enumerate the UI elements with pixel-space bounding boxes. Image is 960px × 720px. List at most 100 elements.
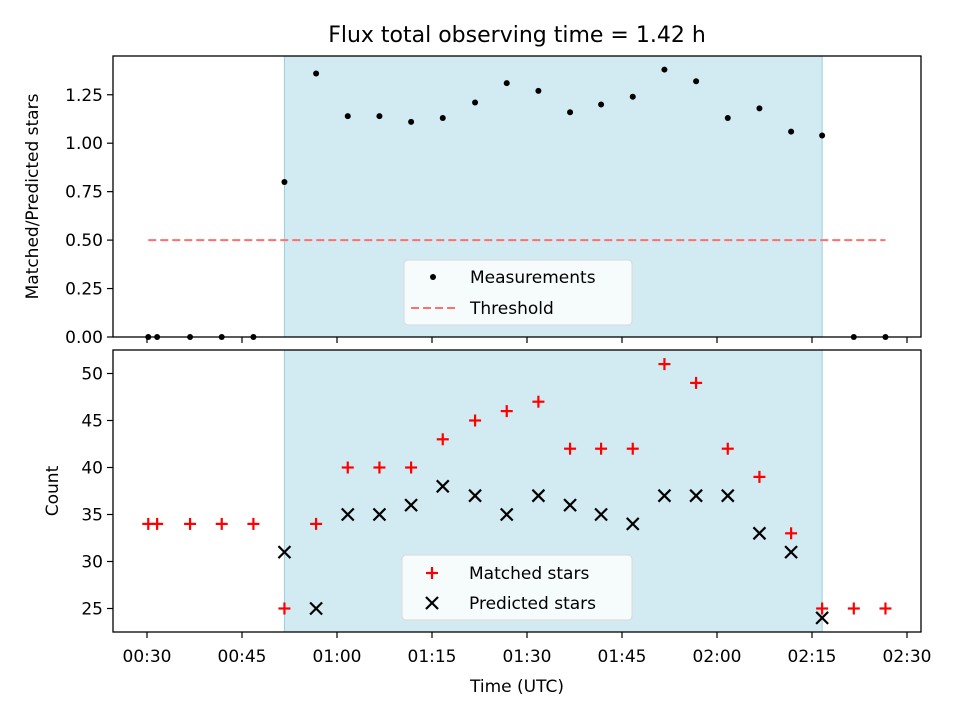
bottom-xtick-label: 01:45	[598, 647, 647, 667]
legend-measurement-marker	[430, 274, 436, 280]
predicted-marker-b	[468, 488, 482, 503]
bottom-ytick-label: 40	[81, 459, 103, 479]
x-axis-label: Time (UTC)	[469, 677, 564, 697]
predicted-star-marker	[720, 488, 735, 503]
bottom-x-ticks: 00:30 00:45 01:00 01:15 01:30 01:45 02:00 02:15…	[123, 632, 932, 667]
top-panel: 0.00 0.25 0.50 0.75 1.00 1.25 Matched/Predict…	[23, 55, 922, 348]
top-axes-frame	[112, 55, 922, 338]
matched-star-marker	[278, 602, 291, 615]
bottom-legend-box	[401, 554, 633, 621]
bottom-ytick-label: 35	[81, 506, 103, 526]
measurement-point	[439, 115, 446, 122]
bottom-xtick-label: 00:45	[218, 647, 267, 667]
predicted-marker-b	[689, 488, 703, 503]
matched-star-marker	[215, 517, 228, 530]
bottom-ytick-label: 25	[81, 600, 103, 620]
bottom-ytick-label: 45	[81, 412, 103, 432]
measurement-point	[376, 113, 383, 120]
predicted-star-marker	[531, 488, 546, 503]
predicted-star-marker	[563, 498, 577, 512]
predicted-star-marker	[435, 479, 450, 494]
top-ytick-label: 0.50	[65, 231, 103, 251]
matched-star-marker	[595, 442, 608, 455]
predicted-marker-b	[309, 601, 323, 616]
top-y-ticks: 0.00 0.25 0.50 0.75 1.00 1.25	[65, 86, 113, 348]
matched-star-marker	[469, 414, 482, 427]
matched-star-marker	[564, 442, 577, 455]
predicted-star-marker	[372, 507, 387, 522]
predicted-star-marker	[594, 507, 608, 522]
matched-star-marker	[785, 527, 798, 540]
matched-star-marker	[500, 405, 513, 418]
top-ytick-label: 0.75	[65, 183, 103, 203]
bottom-axes-frame	[112, 349, 922, 633]
predicted-star-marker	[309, 601, 323, 616]
matched-star-marker	[341, 461, 354, 474]
predicted-star-marker	[752, 526, 767, 541]
top-legend-box	[403, 259, 633, 326]
chart-title: Flux total observing time = 1.42 h	[328, 23, 706, 48]
top-ytick-label: 0.00	[65, 328, 103, 348]
matched-star-marker	[310, 517, 323, 530]
predicted-star-marker	[689, 488, 703, 503]
matched-star-marker	[847, 602, 860, 615]
measurement-point	[344, 113, 351, 120]
measurement-point	[756, 105, 763, 112]
predicted-marker-b	[435, 479, 450, 494]
matched-star-marker	[151, 517, 164, 530]
top-ytick-label: 1.00	[65, 134, 103, 154]
predicted-star-marker	[499, 507, 514, 522]
bottom-xtick-label: 01:30	[503, 647, 552, 667]
matched-star-marker	[184, 517, 197, 530]
measurement-point	[598, 101, 605, 108]
matched-star-marker	[721, 442, 734, 455]
predicted-star-marker	[468, 488, 482, 503]
legend-predicted-marker	[425, 596, 439, 610]
matched-star-marker	[532, 395, 545, 408]
top-legend: Measurements Threshold	[403, 259, 633, 326]
predicted-marker-b	[277, 545, 292, 559]
matched-star-marker	[816, 602, 829, 615]
matched-star-marker	[436, 433, 449, 446]
bottom-ytick-label: 30	[81, 553, 103, 573]
measurement-point	[408, 118, 415, 125]
bottom-ytick-label: 50	[81, 365, 103, 385]
measurement-point	[567, 109, 574, 116]
predicted-star-marker	[340, 507, 355, 522]
bottom-xtick-label: 01:00	[313, 647, 362, 667]
predicted-marker-b	[372, 507, 387, 522]
predicted-marker-b	[531, 488, 546, 503]
predicted-marker-b	[752, 526, 767, 541]
legend-threshold-label: Threshold	[469, 299, 554, 319]
matched-star-marker	[626, 442, 639, 455]
measurement-point	[313, 70, 320, 77]
measurement-point	[661, 66, 668, 73]
top-ytick-label: 1.25	[65, 86, 103, 106]
legend-predicted-label: Predicted stars	[469, 594, 596, 614]
matched-star-marker	[658, 358, 671, 371]
predicted-star-marker	[404, 498, 418, 512]
bottom-panel: 25 30 35 40 45 50 00:30 00:45 01:00 01:15 01:30 01…	[43, 349, 932, 697]
measurement-point	[472, 99, 479, 106]
matched-star-marker	[373, 461, 386, 474]
measurement-point	[503, 80, 510, 87]
predicted-star-marker	[625, 517, 640, 531]
predicted-star-marker	[784, 545, 798, 559]
matched-star-marker	[405, 461, 418, 474]
predicted-marker-b	[720, 488, 735, 503]
bottom-series-layer	[142, 358, 892, 625]
bottom-y-axis-label: Count	[43, 465, 63, 516]
legend-measurements-label: Measurements	[470, 268, 596, 288]
measurement-point	[819, 132, 826, 139]
predicted-marker-b	[404, 498, 418, 512]
measurement-point	[629, 93, 636, 100]
matched-star-marker	[247, 517, 260, 530]
bottom-legend: Matched stars Predicted stars	[401, 554, 633, 621]
bottom-xtick-label: 02:00	[693, 647, 742, 667]
top-ytick-label: 0.25	[65, 280, 103, 300]
predicted-marker-b	[625, 517, 640, 531]
measurement-point	[281, 178, 288, 185]
predicted-star-marker	[277, 545, 292, 559]
top-x-ticks	[146, 337, 908, 343]
